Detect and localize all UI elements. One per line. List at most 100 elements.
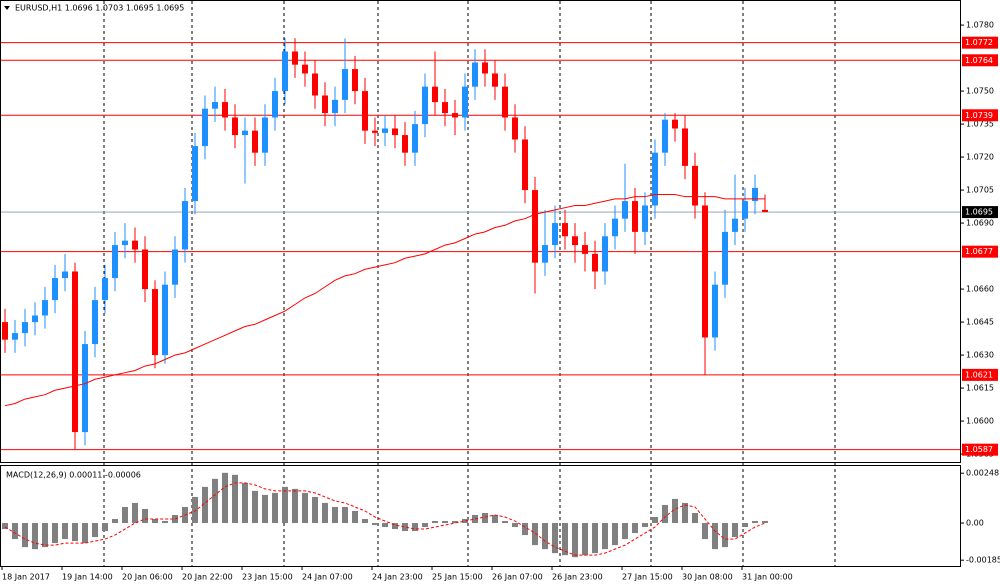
candle-body: [22, 322, 28, 334]
macd-bar: [212, 478, 218, 524]
level-label-box: [962, 245, 998, 258]
y-tick-label: 1.0600: [966, 417, 994, 426]
macd-bar: [102, 523, 108, 532]
candle-body: [552, 223, 558, 246]
candle-body: [762, 209, 768, 213]
candle-body: [392, 128, 398, 136]
candle-body: [282, 51, 288, 92]
candle-body: [752, 187, 758, 202]
macd-bar: [292, 488, 298, 524]
macd-bar: [262, 494, 268, 524]
price-panel: [0, 0, 961, 463]
candle-body: [12, 333, 18, 340]
macd-bar: [632, 523, 638, 534]
candle-body: [62, 271, 68, 279]
macd-bar: [472, 514, 478, 524]
candle-body: [462, 86, 468, 118]
level-label: 1.0677: [965, 247, 993, 256]
candle-body: [102, 278, 108, 301]
macd-bar: [462, 519, 468, 524]
macd-bar: [222, 472, 228, 524]
candle-body: [502, 86, 508, 118]
macd-bar: [562, 523, 568, 556]
candle-body: [152, 289, 158, 356]
candle-body: [2, 322, 8, 340]
macd-bar: [62, 523, 68, 540]
macd-bar: [82, 523, 88, 544]
macd-bar: [692, 512, 698, 524]
candle-body: [272, 91, 278, 118]
candle-body: [452, 113, 458, 118]
macd-bar: [742, 523, 748, 528]
macd-bar: [732, 523, 738, 538]
y-tick-label: 1.0705: [966, 186, 994, 195]
candle-body: [622, 201, 628, 219]
macd-bar: [532, 523, 538, 546]
candle-body: [312, 73, 318, 96]
macd-bar: [602, 523, 608, 550]
macd-bar: [752, 521, 758, 524]
candle-body: [542, 245, 548, 263]
macd-bar: [652, 517, 658, 524]
candle-body: [562, 223, 568, 237]
macd-bar: [202, 486, 208, 524]
macd-bar: [642, 523, 648, 528]
candle-body: [642, 205, 648, 232]
candle-body: [602, 236, 608, 272]
candle-body: [122, 240, 128, 246]
candle-body: [172, 249, 178, 285]
candle-body: [742, 201, 748, 219]
macd-bar: [12, 523, 18, 540]
candle-body: [672, 119, 678, 129]
level-label-box: [962, 36, 998, 49]
level-label: 1.0587: [965, 445, 993, 454]
candle-body: [472, 62, 478, 87]
candle-body: [712, 284, 718, 338]
candle-body: [382, 128, 388, 133]
x-tick-label: 24 Jan 07:00: [302, 573, 353, 582]
macd-bar: [162, 521, 168, 524]
macd-bar: [762, 521, 768, 524]
x-tick-label: 25 Jan 15:00: [432, 573, 483, 582]
macd-bar: [442, 521, 448, 524]
macd-bar: [502, 521, 508, 524]
candle-body: [442, 102, 448, 114]
candle-body: [592, 253, 598, 272]
candle-body: [532, 190, 538, 263]
macd-bar: [192, 496, 198, 524]
candle-body: [632, 201, 638, 232]
macd-bar: [112, 519, 118, 524]
candle-body: [722, 231, 728, 285]
candle-body: [322, 95, 328, 114]
x-tick-label: 23 Jan 15:00: [242, 573, 293, 582]
current-price-label: 1.0695: [965, 208, 993, 217]
y-tick-label: 0.00: [966, 519, 984, 528]
macd-bar: [312, 496, 318, 524]
candle-body: [162, 284, 168, 356]
macd-bar: [612, 523, 618, 546]
x-tick-label: 20 Jan 22:00: [182, 573, 233, 582]
macd-bar: [572, 523, 578, 558]
candle-body: [402, 135, 408, 153]
macd-bar: [132, 502, 138, 524]
candle-body: [232, 117, 238, 136]
x-tick-label: 20 Jan 06:00: [122, 573, 173, 582]
macd-bar: [272, 492, 278, 524]
candle-body: [352, 69, 358, 92]
x-tick-label: 24 Jan 23:00: [372, 573, 423, 582]
candle-body: [112, 245, 118, 279]
macd-bar: [32, 523, 38, 550]
macd-bar: [172, 514, 178, 524]
level-label-box: [962, 443, 998, 456]
candle-body: [192, 146, 198, 202]
candle-body: [342, 69, 348, 100]
macd-bar: [722, 523, 728, 548]
x-tick-label: 26 Jan 23:00: [552, 573, 603, 582]
candle-body: [222, 102, 228, 118]
macd-bar: [552, 523, 558, 554]
candle-body: [32, 315, 38, 323]
macd-bar: [232, 474, 238, 524]
x-tick-label: 31 Jan 00:00: [742, 573, 793, 582]
